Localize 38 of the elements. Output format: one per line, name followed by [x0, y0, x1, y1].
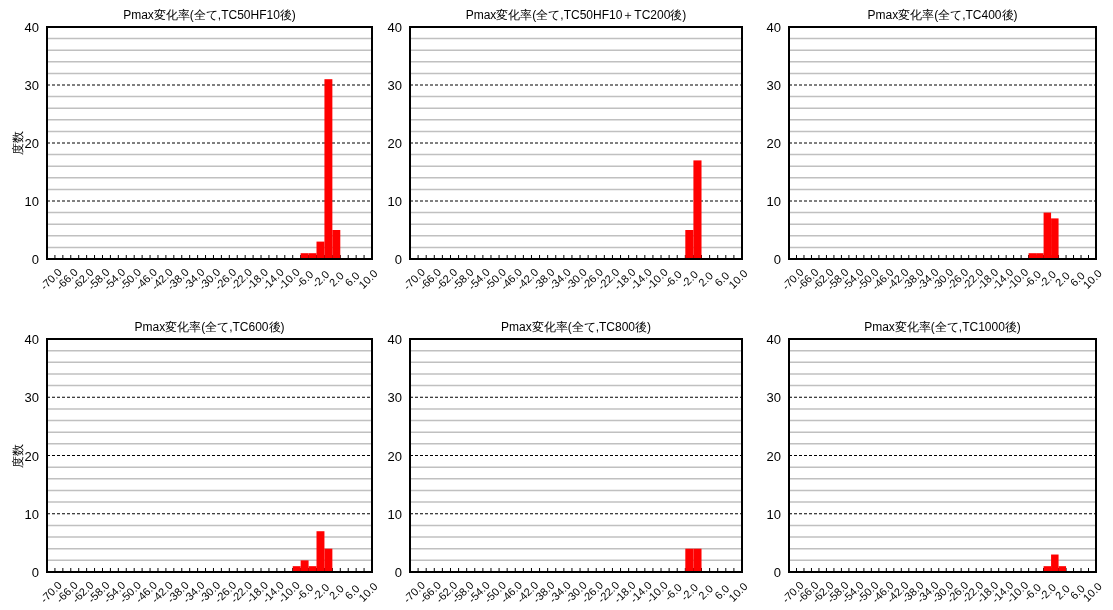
y-tick-label: 0	[394, 252, 402, 267]
y-tick-label: 20	[766, 136, 781, 151]
y-tick-label: 30	[24, 390, 39, 406]
y-tick-label: 10	[766, 194, 781, 209]
y-tick-label: 40	[387, 20, 402, 35]
y-tick-label: 40	[766, 332, 781, 347]
y-tick-label: 40	[24, 20, 39, 35]
y-tick-label: 0	[394, 565, 402, 580]
y-tick-label: 20	[387, 448, 402, 464]
y-tick-label: 40	[387, 332, 402, 347]
y-tick-label: 0	[773, 565, 781, 580]
chart-title: Pmax変化率(全て,TC400後)	[867, 8, 1018, 22]
y-tick-label: 0	[31, 565, 39, 580]
y-tick-label: 30	[766, 78, 781, 93]
y-tick-label: 30	[766, 390, 781, 406]
chart-title: Pmax変化率(全て,TC600後)	[134, 320, 285, 334]
chart-title: Pmax変化率(全て,TC1000後)	[864, 320, 1021, 334]
y-tick-label: 30	[24, 78, 39, 93]
y-tick-label: 10	[24, 194, 39, 209]
y-tick-label: 10	[766, 506, 781, 522]
chart-title: Pmax変化率(全て,TC50HF10＋TC200後)	[465, 8, 687, 22]
y-tick-label: 20	[24, 448, 39, 464]
y-tick-label: 10	[387, 506, 402, 522]
y-tick-label: 20	[24, 136, 39, 151]
y-tick-label: 40	[24, 332, 39, 347]
y-tick-label: 0	[773, 252, 781, 267]
y-tick-label: 0	[31, 252, 39, 267]
y-tick-label: 10	[24, 506, 39, 522]
y-axis-title: 度数	[11, 443, 25, 468]
chart-title: Pmax変化率(全て,TC800後)	[500, 320, 652, 334]
y-tick-label: 40	[766, 20, 781, 35]
y-tick-label: 30	[387, 78, 402, 93]
y-tick-label: 30	[387, 390, 402, 406]
y-tick-label: 20	[766, 448, 781, 464]
y-tick-label: 20	[387, 136, 402, 151]
chart-title: Pmax変化率(全て,TC50HF10後)	[123, 8, 296, 22]
y-axis-title: 度数	[11, 131, 25, 155]
y-tick-label: 10	[387, 194, 402, 209]
